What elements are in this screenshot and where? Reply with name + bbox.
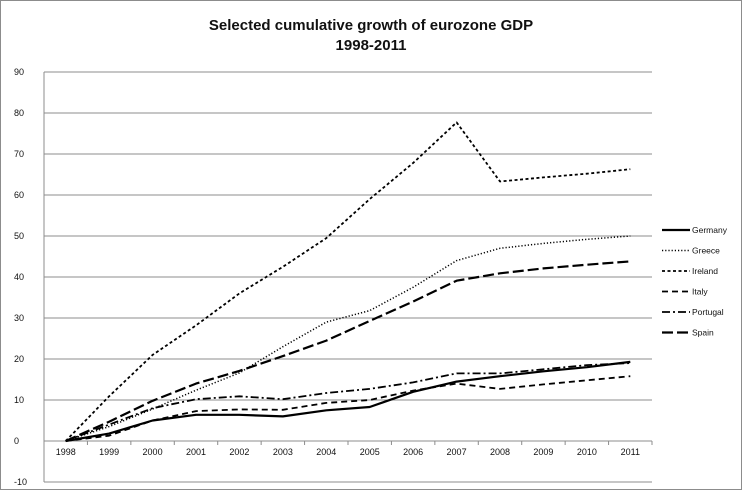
x-tick-label: 2002: [229, 447, 249, 457]
chart-subtitle: 1998-2011: [335, 37, 407, 54]
x-tick-label: 1999: [99, 447, 119, 457]
legend-label-spain: Spain: [692, 328, 714, 338]
y-tick-label: 90: [14, 67, 24, 77]
y-tick-label: 0: [14, 436, 19, 446]
x-tick-label: 2000: [143, 447, 163, 457]
legend-label-ireland: Ireland: [692, 266, 718, 276]
chart-title: Selected cumulative growth of eurozone G…: [208, 17, 534, 34]
series-line-ireland: [65, 121, 631, 442]
legend-label-italy: Italy: [692, 287, 708, 297]
x-tick-label: 1998: [56, 447, 76, 457]
legend-label-portugal: Portugal: [692, 307, 724, 317]
legend-label-germany: Germany: [692, 225, 728, 235]
x-tick-label: 2009: [533, 447, 553, 457]
x-tick-label: 2008: [490, 447, 510, 457]
series-line-spain: [65, 260, 631, 443]
y-tick-label: 70: [14, 149, 24, 159]
y-tick-label: 40: [14, 272, 24, 282]
series-line-germany: [65, 360, 631, 443]
x-tick-label: 2006: [403, 447, 423, 457]
y-tick-label: 10: [14, 395, 24, 405]
y-tick-label: 50: [14, 231, 24, 241]
series-line-greece: [65, 235, 631, 442]
y-tick-label: 30: [14, 313, 24, 323]
legend-label-greece: Greece: [692, 246, 720, 256]
x-tick-label: 2010: [577, 447, 597, 457]
y-tick-label: 80: [14, 108, 24, 118]
x-tick-label: 2001: [186, 447, 206, 457]
series-line-portugal: [65, 362, 631, 442]
x-tick-label: 2003: [273, 447, 293, 457]
x-tick-label: 2004: [316, 447, 336, 457]
y-tick-label: -10: [14, 477, 27, 487]
x-tick-label: 2011: [621, 447, 640, 457]
x-tick-label: 2007: [447, 447, 467, 457]
y-tick-label: 20: [14, 354, 24, 364]
x-tick-label: 2005: [360, 447, 380, 457]
y-tick-label: 60: [14, 190, 24, 200]
